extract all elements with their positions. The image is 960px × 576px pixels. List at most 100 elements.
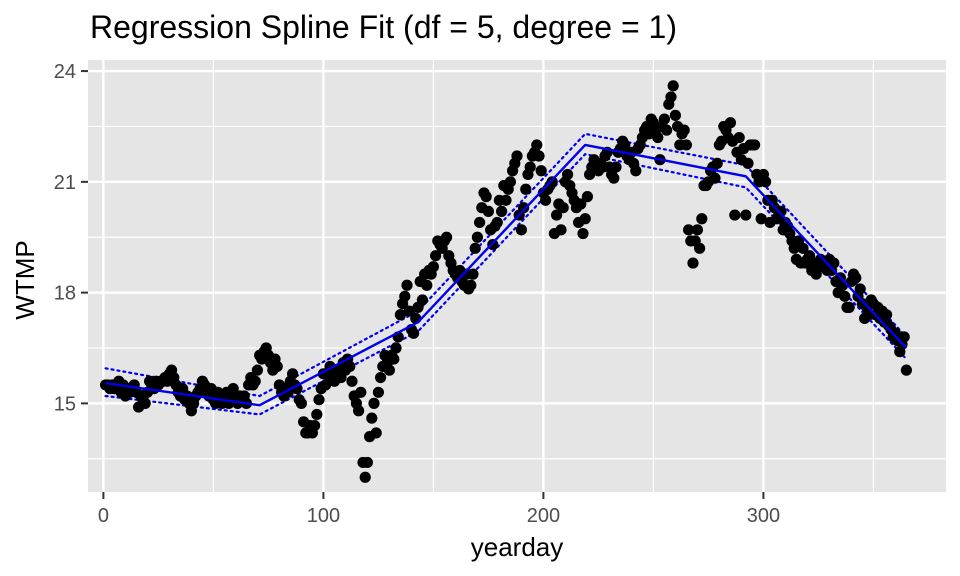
data-point	[610, 161, 622, 173]
data-point	[881, 309, 893, 321]
data-point	[320, 379, 332, 391]
data-point	[577, 227, 589, 240]
data-point	[850, 272, 862, 284]
data-point	[520, 183, 532, 195]
data-point	[557, 202, 569, 214]
data-point	[359, 471, 371, 483]
data-points	[100, 80, 913, 483]
data-point	[711, 157, 723, 169]
data-point	[680, 139, 693, 151]
data-point	[471, 231, 483, 243]
data-point	[755, 213, 767, 225]
data-point	[652, 131, 664, 144]
x-tick-label: 300	[747, 505, 780, 527]
data-point	[375, 371, 387, 384]
y-tick-label: 21	[54, 172, 76, 194]
data-point	[474, 216, 486, 229]
data-point	[511, 150, 523, 162]
data-point	[694, 242, 706, 254]
data-point	[251, 364, 263, 376]
data-point	[667, 80, 679, 92]
x-axis-title: yearday	[471, 532, 564, 562]
data-point	[524, 161, 536, 173]
y-axis: 15 18 21 24	[54, 61, 88, 415]
data-point	[403, 305, 415, 317]
data-point	[408, 327, 420, 339]
data-point	[900, 364, 913, 376]
y-tick-label: 15	[54, 393, 76, 415]
data-point	[683, 224, 695, 236]
data-point	[287, 368, 299, 380]
data-point	[661, 124, 673, 136]
data-point	[482, 205, 494, 217]
data-point	[742, 157, 754, 169]
data-point	[691, 224, 704, 236]
data-point	[724, 117, 737, 129]
data-point	[630, 165, 642, 177]
spline-fit-group	[105, 143, 908, 407]
data-point	[740, 209, 752, 221]
data-point	[839, 290, 851, 302]
data-point	[619, 139, 631, 151]
data-point	[575, 198, 587, 210]
data-point	[687, 257, 699, 269]
chart-title: Regression Spline Fit (df = 5, degree = …	[90, 9, 677, 45]
data-point	[313, 394, 325, 406]
data-point	[854, 283, 866, 295]
data-point	[361, 456, 373, 469]
data-point	[480, 191, 492, 203]
data-point	[139, 397, 151, 409]
data-point	[295, 397, 307, 409]
data-point	[733, 131, 745, 144]
data-point	[249, 375, 261, 387]
data-point	[370, 427, 382, 439]
data-point	[898, 331, 910, 343]
x-axis: 0 100 200 300	[98, 492, 780, 527]
data-point	[669, 109, 682, 121]
data-point	[775, 205, 787, 217]
spline-fit-line	[105, 143, 908, 407]
data-point	[729, 209, 741, 221]
data-point	[430, 250, 442, 262]
data-point	[678, 124, 690, 136]
data-point	[416, 294, 428, 306]
data-point	[562, 168, 574, 181]
data-point	[546, 176, 558, 188]
data-point	[540, 194, 552, 206]
data-point	[271, 360, 283, 373]
data-point	[309, 419, 321, 432]
data-point	[608, 172, 620, 184]
data-point	[368, 397, 380, 409]
data-point	[491, 216, 503, 229]
data-point	[555, 224, 567, 236]
data-point	[372, 386, 384, 398]
data-point	[760, 176, 772, 188]
data-point	[366, 412, 378, 424]
data-point	[843, 301, 855, 313]
y-axis-title: WTMP	[10, 240, 40, 319]
data-point	[465, 279, 477, 291]
data-point	[500, 194, 512, 206]
data-point	[496, 205, 508, 217]
major-gridlines	[88, 60, 946, 492]
data-point	[401, 279, 413, 291]
y-tick-label: 18	[54, 283, 76, 305]
data-point	[344, 360, 356, 373]
data-point	[551, 209, 563, 221]
data-point	[749, 139, 761, 151]
x-tick-label: 200	[527, 505, 560, 527]
data-point	[311, 408, 323, 421]
data-point	[399, 290, 411, 302]
data-point	[227, 383, 239, 395]
data-point	[441, 231, 453, 243]
data-point	[515, 224, 528, 236]
data-point	[390, 342, 402, 354]
data-point	[353, 405, 365, 417]
y-tick-label: 24	[54, 61, 76, 83]
x-tick-label: 0	[98, 505, 109, 527]
data-point	[504, 176, 516, 188]
data-point	[355, 386, 367, 398]
data-point	[696, 213, 708, 225]
